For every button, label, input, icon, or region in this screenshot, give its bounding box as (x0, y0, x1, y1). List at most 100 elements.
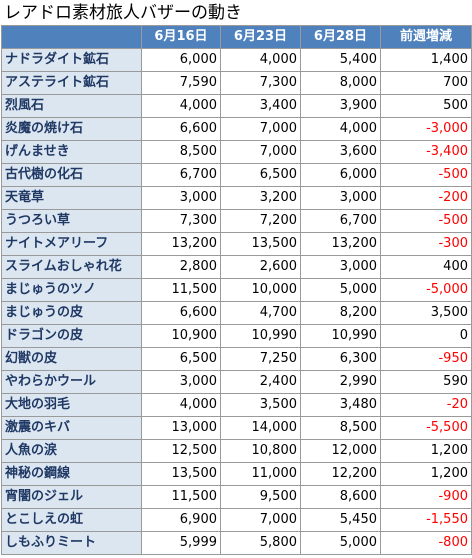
item-name-cell: 人魚の涙 (1, 439, 142, 463)
item-name-cell: アステライト鉱石 (1, 71, 142, 95)
table-row: やわらかウール 3,000 2,400 2,990 590 (1, 370, 472, 394)
price-6-23-cell: 14,000 (220, 416, 301, 440)
item-name-cell: しもふりミート (1, 531, 142, 555)
price-table: 6月16日 6月23日 6月28日 前週増減 ナドラダイト鉱石 6,000 4,00… (1, 25, 472, 555)
price-6-28-cell: 5,000 (300, 278, 381, 302)
table-row: うつろい草 7,300 7,200 6,700 -500 (1, 209, 472, 233)
table-row: 古代樹の化石 6,700 6,500 6,000 -500 (1, 163, 472, 187)
price-6-16-cell: 6,600 (141, 117, 221, 141)
price-6-23-cell: 3,500 (220, 393, 301, 417)
weekly-change-cell: -1,550 (380, 508, 472, 532)
weekly-change-cell: -200 (380, 186, 472, 210)
price-6-16-cell: 6,500 (141, 347, 221, 371)
item-name-cell: げんませき (1, 140, 142, 164)
table-row: 烈風石 4,000 3,400 3,900 500 (1, 94, 472, 118)
item-name-cell: 古代樹の化石 (1, 163, 142, 187)
price-6-28-cell: 13,200 (300, 232, 381, 256)
price-6-16-cell: 3,000 (141, 186, 221, 210)
price-6-23-cell: 13,500 (220, 232, 301, 256)
table-row: 宵闇のジェル 11,500 9,500 8,600 -900 (1, 485, 472, 509)
header-weekly-change: 前週増減 (380, 25, 472, 49)
item-name-cell: まじゅうのツノ (1, 278, 142, 302)
table-row: 人魚の涙 12,500 10,800 12,000 1,200 (1, 439, 472, 463)
price-6-28-cell: 6,300 (300, 347, 381, 371)
item-name-cell: とこしえの虹 (1, 508, 142, 532)
price-6-23-cell: 2,600 (220, 255, 301, 279)
item-name-cell: 宵闇のジェル (1, 485, 142, 509)
page-title: レアドロ素材旅人バザーの動き (4, 3, 242, 23)
price-6-16-cell: 13,000 (141, 416, 221, 440)
weekly-change-cell: -3,400 (380, 140, 472, 164)
price-6-28-cell: 8,000 (300, 71, 381, 95)
price-6-28-cell: 3,480 (300, 393, 381, 417)
price-6-23-cell: 11,000 (220, 462, 301, 486)
price-6-23-cell: 4,000 (220, 48, 301, 72)
weekly-change-cell: 700 (380, 71, 472, 95)
price-6-16-cell: 5,999 (141, 531, 221, 555)
price-6-23-cell: 3,400 (220, 94, 301, 118)
item-name-cell: 幻獣の皮 (1, 347, 142, 371)
table-body: ナドラダイト鉱石 6,000 4,000 5,400 1,400 アステライト鉱石 7,59… (1, 48, 472, 555)
weekly-change-cell: -500 (380, 163, 472, 187)
weekly-change-cell: 0 (380, 324, 472, 348)
weekly-change-cell: -950 (380, 347, 472, 371)
price-6-28-cell: 5,400 (300, 48, 381, 72)
table-row: 大地の羽毛 4,000 3,500 3,480 -20 (1, 393, 472, 417)
weekly-change-cell: 3,500 (380, 301, 472, 325)
price-6-23-cell: 7,250 (220, 347, 301, 371)
weekly-change-cell: -500 (380, 209, 472, 233)
price-6-16-cell: 13,500 (141, 462, 221, 486)
price-6-23-cell: 5,800 (220, 531, 301, 555)
price-6-28-cell: 6,000 (300, 163, 381, 187)
weekly-change-cell: -900 (380, 485, 472, 509)
price-6-28-cell: 4,000 (300, 117, 381, 141)
weekly-change-cell: 1,200 (380, 439, 472, 463)
price-6-16-cell: 11,500 (141, 278, 221, 302)
price-6-23-cell: 7,300 (220, 71, 301, 95)
price-6-23-cell: 10,800 (220, 439, 301, 463)
weekly-change-cell: -800 (380, 531, 472, 555)
item-name-cell: うつろい草 (1, 209, 142, 233)
price-6-28-cell: 6,700 (300, 209, 381, 233)
price-6-16-cell: 4,000 (141, 393, 221, 417)
table-row: 激震のキバ 13,000 14,000 8,500 -5,500 (1, 416, 472, 440)
price-6-16-cell: 6,700 (141, 163, 221, 187)
weekly-change-cell: -5,500 (380, 416, 472, 440)
price-6-23-cell: 7,000 (220, 117, 301, 141)
price-6-28-cell: 3,000 (300, 255, 381, 279)
price-6-23-cell: 7,000 (220, 140, 301, 164)
header-date-3: 6月28日 (300, 25, 381, 49)
header-corner (1, 25, 142, 49)
price-6-23-cell: 7,200 (220, 209, 301, 233)
price-6-16-cell: 4,000 (141, 94, 221, 118)
price-6-23-cell: 10,990 (220, 324, 301, 348)
item-name-cell: ナドラダイト鉱石 (1, 48, 142, 72)
table-row: しもふりミート 5,999 5,800 5,000 -800 (1, 531, 472, 555)
header-row: 6月16日 6月23日 6月28日 前週増減 (1, 25, 472, 49)
item-name-cell: まじゅうの皮 (1, 301, 142, 325)
item-name-cell: 激震のキバ (1, 416, 142, 440)
item-name-cell: ドラゴンの皮 (1, 324, 142, 348)
price-6-16-cell: 3,000 (141, 370, 221, 394)
price-6-16-cell: 6,600 (141, 301, 221, 325)
item-name-cell: ナイトメアリーフ (1, 232, 142, 256)
price-6-23-cell: 10,000 (220, 278, 301, 302)
weekly-change-cell: 400 (380, 255, 472, 279)
item-name-cell: 炎魔の焼け石 (1, 117, 142, 141)
table-row: ドラゴンの皮 10,900 10,990 10,990 0 (1, 324, 472, 348)
price-6-28-cell: 3,900 (300, 94, 381, 118)
weekly-change-cell: -20 (380, 393, 472, 417)
price-6-23-cell: 7,000 (220, 508, 301, 532)
table-row: ナイトメアリーフ 13,200 13,500 13,200 -300 (1, 232, 472, 256)
header-date-2: 6月23日 (220, 25, 301, 49)
table-row: まじゅうの皮 6,600 4,700 8,200 3,500 (1, 301, 472, 325)
price-6-28-cell: 10,990 (300, 324, 381, 348)
header-date-1: 6月16日 (141, 25, 221, 49)
price-6-28-cell: 12,000 (300, 439, 381, 463)
price-6-28-cell: 3,000 (300, 186, 381, 210)
price-6-28-cell: 8,200 (300, 301, 381, 325)
price-6-16-cell: 8,500 (141, 140, 221, 164)
item-name-cell: 神秘の鋼線 (1, 462, 142, 486)
price-6-16-cell: 6,000 (141, 48, 221, 72)
table-row: 神秘の鋼線 13,500 11,000 12,200 1,200 (1, 462, 472, 486)
